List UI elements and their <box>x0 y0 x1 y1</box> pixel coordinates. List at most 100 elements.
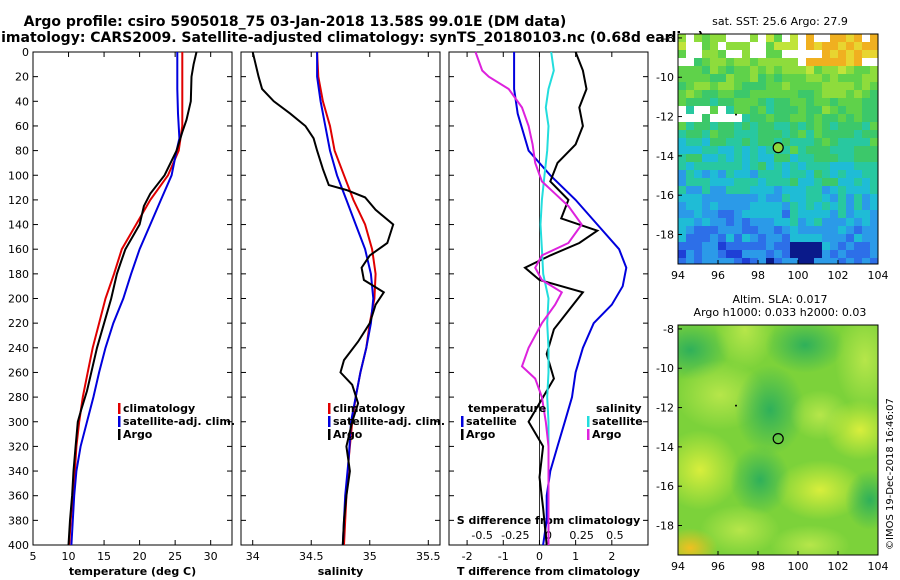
sst-pixel <box>814 154 822 162</box>
sst-pixel <box>694 130 702 138</box>
sst-pixel <box>702 226 710 234</box>
sst-pixel <box>822 66 830 74</box>
sst-pixel <box>686 98 694 106</box>
sst-pixel <box>694 242 702 250</box>
sst-pixel <box>822 74 830 82</box>
sst-pixel <box>718 138 726 146</box>
sst-pixel <box>726 58 734 66</box>
sst-pixel <box>766 258 774 264</box>
sst-pixel <box>814 122 822 130</box>
sst-pixel <box>846 186 854 194</box>
sst-pixel <box>814 186 822 194</box>
salinity-panel: 34 34.5 35 35.5 salinity climatologysatellite… <box>240 51 445 578</box>
sst-pixel <box>726 98 734 106</box>
sst-pixel <box>854 34 862 42</box>
sst-pixel <box>862 66 870 74</box>
sst-pixel <box>870 162 878 170</box>
salinity-xlabel: salinity <box>318 565 364 578</box>
sst-pixel <box>798 130 806 138</box>
sst-pixel <box>862 74 870 82</box>
sst-pixel <box>830 146 838 154</box>
sst-pixel <box>806 258 814 264</box>
sst-pixel <box>838 50 846 58</box>
sst-pixel <box>734 226 742 234</box>
sst-pixel <box>726 226 734 234</box>
sst-pixel <box>734 66 742 74</box>
sst-pixel <box>742 170 750 178</box>
sst-pixel <box>846 226 854 234</box>
sst-map-xtick-label: 98 <box>751 269 765 282</box>
watermark: ©IMOS 19-Dec-2018 16:46:07 <box>885 398 896 550</box>
sst-pixel <box>822 42 830 50</box>
sst-pixel <box>686 122 694 130</box>
sst-pixel <box>870 146 878 154</box>
sst-map-axes: 94 96 98 100 102 104 -8 -10 -12 -14 -16 -18 <box>656 32 888 282</box>
sst-pixel <box>718 34 726 42</box>
sst-pixel <box>750 74 758 82</box>
sst-pixel <box>686 162 694 170</box>
sst-pixel <box>694 50 702 58</box>
sst-pixel <box>694 138 702 146</box>
sst-pixel <box>806 82 814 90</box>
sst-pixel <box>846 234 854 242</box>
sst-pixel <box>758 90 766 98</box>
sst-pixel <box>822 82 830 90</box>
sst-pixel <box>742 250 750 258</box>
sst-pixel <box>774 250 782 258</box>
sst-pixel <box>678 66 686 74</box>
sst-pixel <box>854 122 862 130</box>
temperature-legend-climatology-swatch <box>118 403 121 414</box>
difference-t-satellite-line <box>513 52 628 546</box>
sst-pixel <box>750 178 758 186</box>
sst-pixel <box>822 106 830 114</box>
sst-pixel <box>814 170 822 178</box>
sst-pixel <box>870 178 878 186</box>
sst-pixel <box>822 202 830 210</box>
sst-pixel <box>830 210 838 218</box>
salinity-legend-satellite-swatch <box>328 416 331 427</box>
sst-pixel <box>798 98 806 106</box>
sst-pixel <box>822 186 830 194</box>
sst-pixel <box>750 194 758 202</box>
sst-pixel <box>702 106 710 114</box>
sst-pixel <box>694 154 702 162</box>
sst-pixel <box>798 202 806 210</box>
sst-pixel <box>814 210 822 218</box>
sst-pixel <box>830 82 838 90</box>
sst-pixel <box>790 138 798 146</box>
sst-pixel <box>798 170 806 178</box>
sla-map-ytick-label: -8 <box>663 323 674 336</box>
sst-pixel <box>766 138 774 146</box>
sst-map-xtick-label: 94 <box>671 269 685 282</box>
depth-tick-label: 20 <box>15 71 29 84</box>
sst-pixel <box>870 218 878 226</box>
sst-pixel <box>798 74 806 82</box>
sst-pixel <box>702 42 710 50</box>
sst-pixel <box>798 90 806 98</box>
sst-pixel <box>798 138 806 146</box>
sst-pixel <box>758 146 766 154</box>
temperature-climatology-line <box>68 52 184 546</box>
sst-pixel <box>814 218 822 226</box>
temperature-difference-xlabel: T difference from climatology <box>457 565 640 578</box>
sst-pixel <box>718 130 726 138</box>
sst-pixel <box>830 66 838 74</box>
sst-pixel <box>718 178 726 186</box>
sst-pixel <box>838 234 846 242</box>
sst-pixel <box>718 42 726 50</box>
sst-pixel <box>686 106 694 114</box>
sst-pixel <box>830 114 838 122</box>
sst-pixel <box>766 114 774 122</box>
sst-pixel <box>702 154 710 162</box>
salinity-xtick-label: 35 <box>363 550 377 563</box>
sst-pixel <box>790 186 798 194</box>
sst-pixel <box>790 146 798 154</box>
sst-pixel <box>710 66 718 74</box>
sst-pixel <box>758 258 766 264</box>
sst-pixel <box>782 178 790 186</box>
sst-pixel <box>678 98 686 106</box>
sst-pixel <box>870 170 878 178</box>
sst-pixel <box>694 210 702 218</box>
sst-pixel <box>774 50 782 58</box>
sst-pixel <box>790 106 798 114</box>
